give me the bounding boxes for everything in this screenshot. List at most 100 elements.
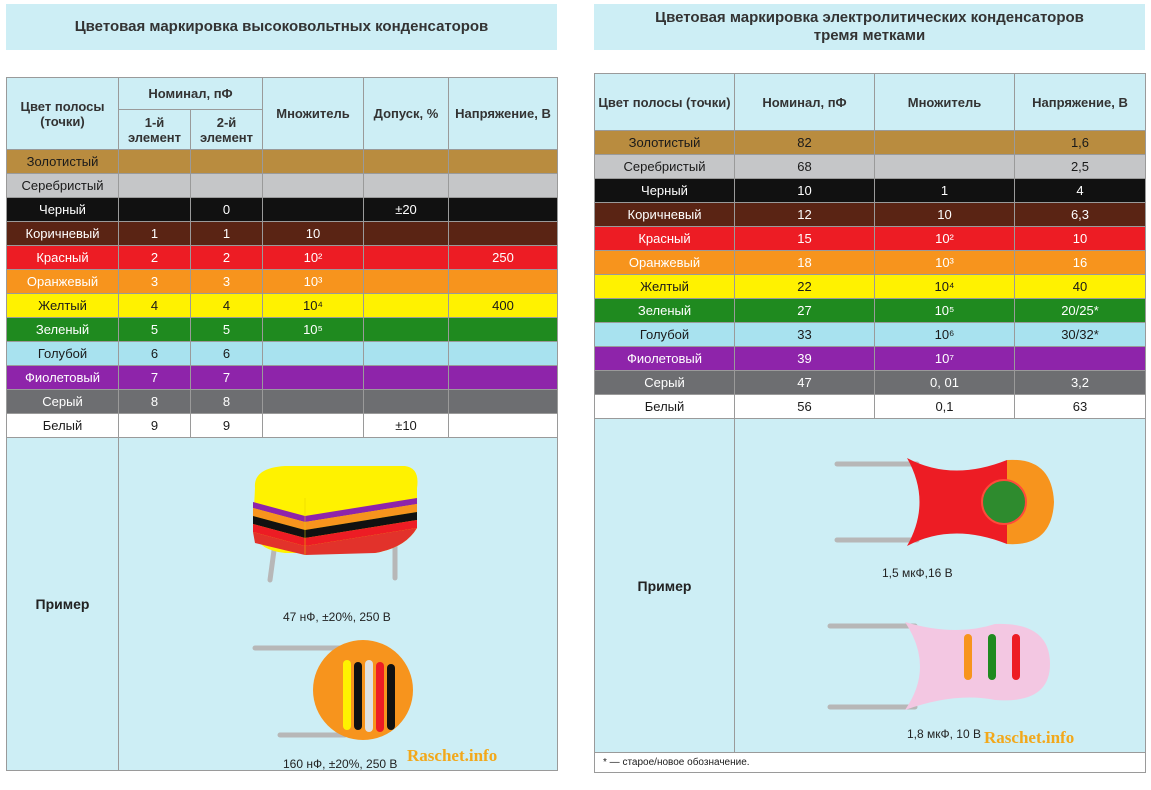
right-cell-name: Черный <box>594 178 735 203</box>
left-cell-m <box>262 413 364 438</box>
right-header-color: Цвет полосы (точки) <box>594 73 735 131</box>
right-cell-m: 10⁶ <box>874 322 1015 347</box>
right-row: Золотистый 82 1,6 <box>594 130 1146 155</box>
left-header-element-1: 1-й элемент <box>118 109 191 150</box>
right-cell-v: 1,6 <box>1014 130 1146 155</box>
right-cell-n: 10 <box>734 178 875 203</box>
left-cell-m <box>262 389 364 414</box>
left-cell-e1 <box>118 197 191 222</box>
right-cell-m: 10⁵ <box>874 298 1015 323</box>
left-row: Коричневый 1 1 10 <box>6 221 558 246</box>
left-title: Цветовая маркировка высоковольтных конде… <box>6 4 557 50</box>
right-cell-m: 1 <box>874 178 1015 203</box>
left-header-element-2: 2-й элемент <box>190 109 263 150</box>
left-cell-e2: 5 <box>190 317 263 342</box>
left-cell-t <box>363 173 449 198</box>
left-cell-v <box>448 269 558 294</box>
left-cell-e2 <box>190 173 263 198</box>
right-row: Оранжевый 18 10³ 16 <box>594 250 1146 275</box>
right-cell-n: 18 <box>734 250 875 275</box>
right-cell-m: 10⁴ <box>874 274 1015 299</box>
left-cell-e1: 4 <box>118 293 191 318</box>
right-title-line-2: тремя метками <box>813 27 926 44</box>
left-cell-e2: 3 <box>190 269 263 294</box>
right-caption-2: 1,8 мкФ, 10 В <box>907 727 981 741</box>
right-example-label: Пример <box>637 577 692 594</box>
left-cell-name: Красный <box>6 245 119 270</box>
left-cell-v <box>448 389 558 414</box>
right-row: Фиолетовый 39 10⁷ <box>594 346 1146 371</box>
left-cell-e1: 1 <box>118 221 191 246</box>
right-cell-m: 0,1 <box>874 394 1015 419</box>
right-cell-m <box>874 154 1015 179</box>
left-cell-m <box>262 341 364 366</box>
right-cell-name: Золотистый <box>594 130 735 155</box>
left-header-voltage: Напряжение, В <box>448 77 558 150</box>
right-row: Черный 10 1 4 <box>594 178 1146 203</box>
right-cell-name: Коричневый <box>594 202 735 227</box>
left-cell-m <box>262 173 364 198</box>
left-cell-t <box>363 389 449 414</box>
right-cell-n: 68 <box>734 154 875 179</box>
left-row: Зеленый 5 5 10⁵ <box>6 317 558 342</box>
right-row: Зеленый 27 10⁵ 20/25* <box>594 298 1146 323</box>
left-example-label-cell: Пример <box>6 437 119 771</box>
left-cell-e1: 3 <box>118 269 191 294</box>
left-cell-e2: 1 <box>190 221 263 246</box>
left-cell-e1: 8 <box>118 389 191 414</box>
right-cell-n: 22 <box>734 274 875 299</box>
right-cell-m: 0, 01 <box>874 370 1015 395</box>
left-cell-e1: 7 <box>118 365 191 390</box>
left-row: Серебристый <box>6 173 558 198</box>
left-cell-m: 10² <box>262 245 364 270</box>
left-cell-e2: 7 <box>190 365 263 390</box>
left-row: Серый 8 8 <box>6 389 558 414</box>
right-cell-n: 12 <box>734 202 875 227</box>
left-header-color: Цвет полосы (точки) <box>6 77 119 150</box>
left-row: Фиолетовый 7 7 <box>6 365 558 390</box>
left-cell-name: Серый <box>6 389 119 414</box>
left-cell-e1: 5 <box>118 317 191 342</box>
right-row: Белый 56 0,1 63 <box>594 394 1146 419</box>
right-cell-n: 27 <box>734 298 875 323</box>
left-cell-m <box>262 365 364 390</box>
right-cell-v: 20/25* <box>1014 298 1146 323</box>
left-row: Оранжевый 3 3 10³ <box>6 269 558 294</box>
left-cell-v <box>448 173 558 198</box>
right-example-label-cell: Пример <box>594 418 735 753</box>
left-cell-e1: 6 <box>118 341 191 366</box>
left-cell-m: 10 <box>262 221 364 246</box>
right-cell-n: 56 <box>734 394 875 419</box>
right-cell-n: 82 <box>734 130 875 155</box>
right-cell-n: 15 <box>734 226 875 251</box>
right-title-line-1: Цветовая маркировка электролитических ко… <box>655 9 1084 26</box>
right-cell-name: Голубой <box>594 322 735 347</box>
striped-capacitor-image <box>253 466 418 583</box>
left-cell-v <box>448 365 558 390</box>
left-cell-v: 400 <box>448 293 558 318</box>
left-cell-e2: 0 <box>190 197 263 222</box>
right-cell-n: 47 <box>734 370 875 395</box>
right-title: Цветовая маркировка электролитических ко… <box>594 4 1145 50</box>
left-cell-name: Желтый <box>6 293 119 318</box>
left-cell-m: 10³ <box>262 269 364 294</box>
right-header-multiplier: Множитель <box>874 73 1015 131</box>
left-cell-t <box>363 317 449 342</box>
left-caption-2: 160 нФ, ±20%, 250 В <box>283 757 398 771</box>
left-cell-t <box>363 365 449 390</box>
right-cell-v: 6,3 <box>1014 202 1146 227</box>
left-cell-m <box>262 149 364 174</box>
left-cell-t <box>363 269 449 294</box>
left-cell-v <box>448 413 558 438</box>
right-cell-v: 30/32* <box>1014 322 1146 347</box>
disc-capacitor-image <box>252 640 413 740</box>
left-cell-m <box>262 197 364 222</box>
left-cell-name: Серебристый <box>6 173 119 198</box>
right-cell-v: 4 <box>1014 178 1146 203</box>
right-cell-m: 10³ <box>874 250 1015 275</box>
left-cell-t <box>363 149 449 174</box>
right-cell-name: Серебристый <box>594 154 735 179</box>
left-cell-e2 <box>190 149 263 174</box>
left-cell-v <box>448 341 558 366</box>
left-row: Белый 9 9 ±10 <box>6 413 558 438</box>
